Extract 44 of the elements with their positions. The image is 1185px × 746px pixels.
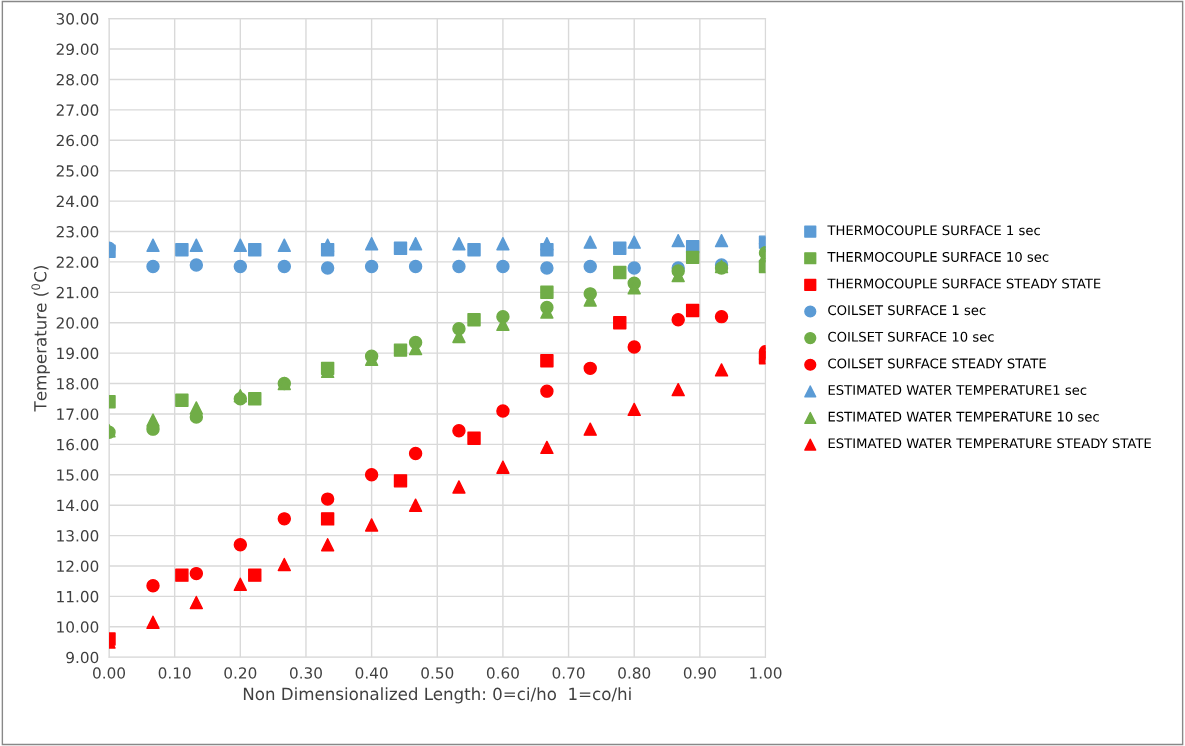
x-tick-label: 0.00 [93,667,126,679]
y-tick-label: 28.00 [56,73,99,86]
y-tick-label: 18.00 [57,378,99,390]
legend-label: ESTIMATED WATER TEMPERATURE1 sec [828,385,1087,396]
y-tick-label: 26.00 [56,134,99,147]
x-tick-label: 0.10 [158,667,191,679]
y-tick-label: 13.00 [57,530,99,542]
y-tick-label: 23.00 [56,225,99,238]
y-tick-label: 30.00 [56,13,99,25]
legend-label: THERMOCOUPLE SURFACE STEADY STATE [827,278,1101,289]
y-tick-label: 12.00 [57,560,99,573]
y-tick-label: 24.00 [56,195,99,208]
x-tick-label: 0.40 [355,667,388,679]
x-axis-title: Non Dimensionalized Length: 0=ci/ho 1=co/hi [243,687,631,704]
y-axis-title: Temperature ($^{0}$C) [31,266,50,412]
x-tick-label: 0.90 [683,667,716,679]
legend-label: ESTIMATED WATER TEMPERATURE STEADY STATE [828,438,1151,449]
y-tick-label: 10.00 [57,621,99,633]
legend-label: ESTIMATED WATER TEMPERATURE 10 sec [828,411,1099,422]
y-tick-label: 16.00 [57,438,99,451]
y-tick-label: 14.00 [57,499,99,512]
x-tick-label: 0.60 [486,667,519,679]
y-tick-label: 20.00 [56,317,99,329]
x-tick-label: 1.00 [750,667,782,679]
y-tick-label: 19.00 [57,347,99,360]
x-tick-label: 0.70 [552,667,585,679]
legend-label: COILSET SURFACE STEADY STATE [828,358,1046,369]
y-tick-label: 15.00 [57,469,99,481]
legend-label: THERMOCOUPLE SURFACE 1 sec [827,225,1040,236]
legend-label: COILSET SURFACE 10 sec [828,331,994,342]
y-tick-label: 29.00 [56,43,99,56]
y-tick-label: 25.00 [56,165,99,177]
y-tick-label: 9.00 [66,651,99,664]
y-tick-label: 27.00 [56,104,99,116]
x-tick-label: 0.50 [421,667,454,679]
x-tick-label: 0.20 [224,667,257,679]
x-tick-label: 0.80 [618,667,651,679]
legend-label: COILSET SURFACE 1 sec [828,305,986,316]
y-tick-label: 22.00 [56,256,99,268]
y-tick-label: 11.00 [57,590,99,603]
y-tick-label: 21.00 [56,286,99,299]
y-tick-label: 17.00 [57,408,99,420]
x-tick-label: 0.30 [289,667,322,679]
legend-label: THERMOCOUPLE SURFACE 10 sec [827,251,1049,262]
